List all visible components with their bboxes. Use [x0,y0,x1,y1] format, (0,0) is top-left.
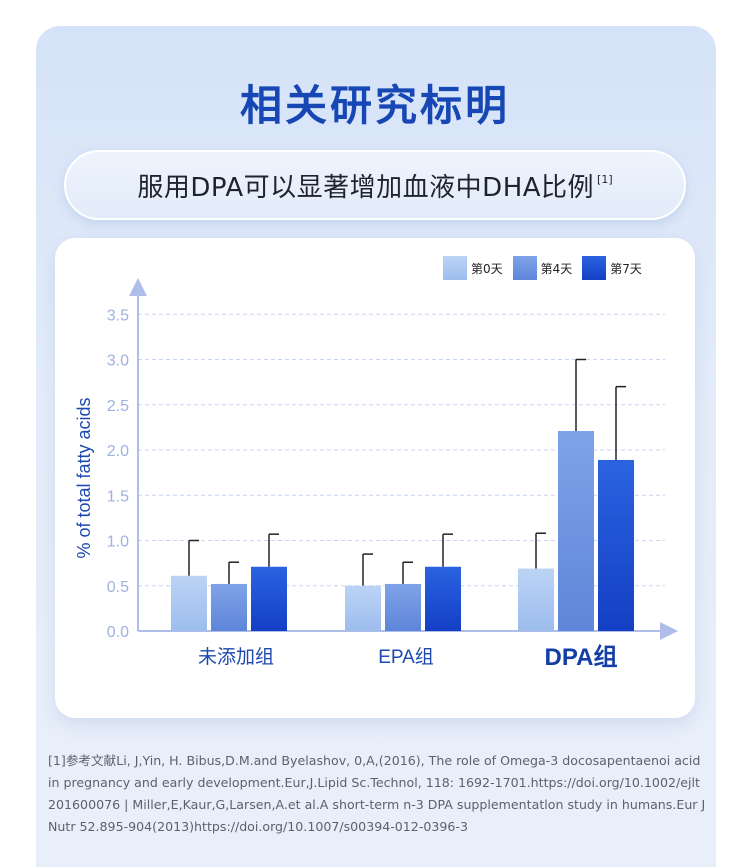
y-tick-label: 0.0 [107,624,129,641]
bar [251,566,287,631]
legend-label-day7: 第7天 [610,261,642,276]
bar [558,430,594,631]
chart-legend: 第0天 第4天 第7天 [443,256,642,280]
page-title: 相关研究标明 [239,81,510,130]
y-tick-label: 2.5 [107,398,129,415]
legend-label-day4: 第4天 [540,261,573,276]
subtitle-text: 服用DPA可以显著增加血液中DHA比例 [137,172,595,203]
category-label: DPA组 [545,644,618,671]
y-tick-label: 3.0 [107,353,129,370]
y-axis-label: % of total fatty acids [74,397,94,558]
x-axis-arrow [660,622,678,640]
category-label: 未添加组 [198,646,274,668]
legend-label-day0: 第0天 [471,261,503,276]
bar [598,459,634,631]
y-tick-label: 1.5 [107,488,129,505]
y-tick-label: 3.5 [107,307,129,324]
bar [211,583,247,631]
bar [518,568,554,631]
bar [385,583,421,631]
bar [425,566,461,631]
y-axis-arrow [129,278,147,296]
subtitle-banner: 服用DPA可以显著增加血液中DHA比例 [1] [64,150,686,220]
y-tick-label: 1.0 [107,534,129,551]
legend-item-day4: 第4天 [512,256,573,280]
bar [345,585,381,631]
legend-item-day7: 第7天 [582,256,642,280]
subtitle-reference-marker: [1] [597,172,613,186]
legend-swatch-day0 [443,256,467,280]
references-text: [1]参考文献Li, J,Yin, H. Bibus,D.M.and Byela… [48,753,706,834]
legend-swatch-day7 [582,256,607,280]
y-tick-label: 2.0 [107,443,129,460]
category-label: EPA组 [378,646,434,668]
bar [171,575,207,631]
y-tick-label: 0.5 [107,579,129,596]
legend-swatch-day4 [512,256,537,280]
legend-item-day0: 第0天 [443,256,503,280]
